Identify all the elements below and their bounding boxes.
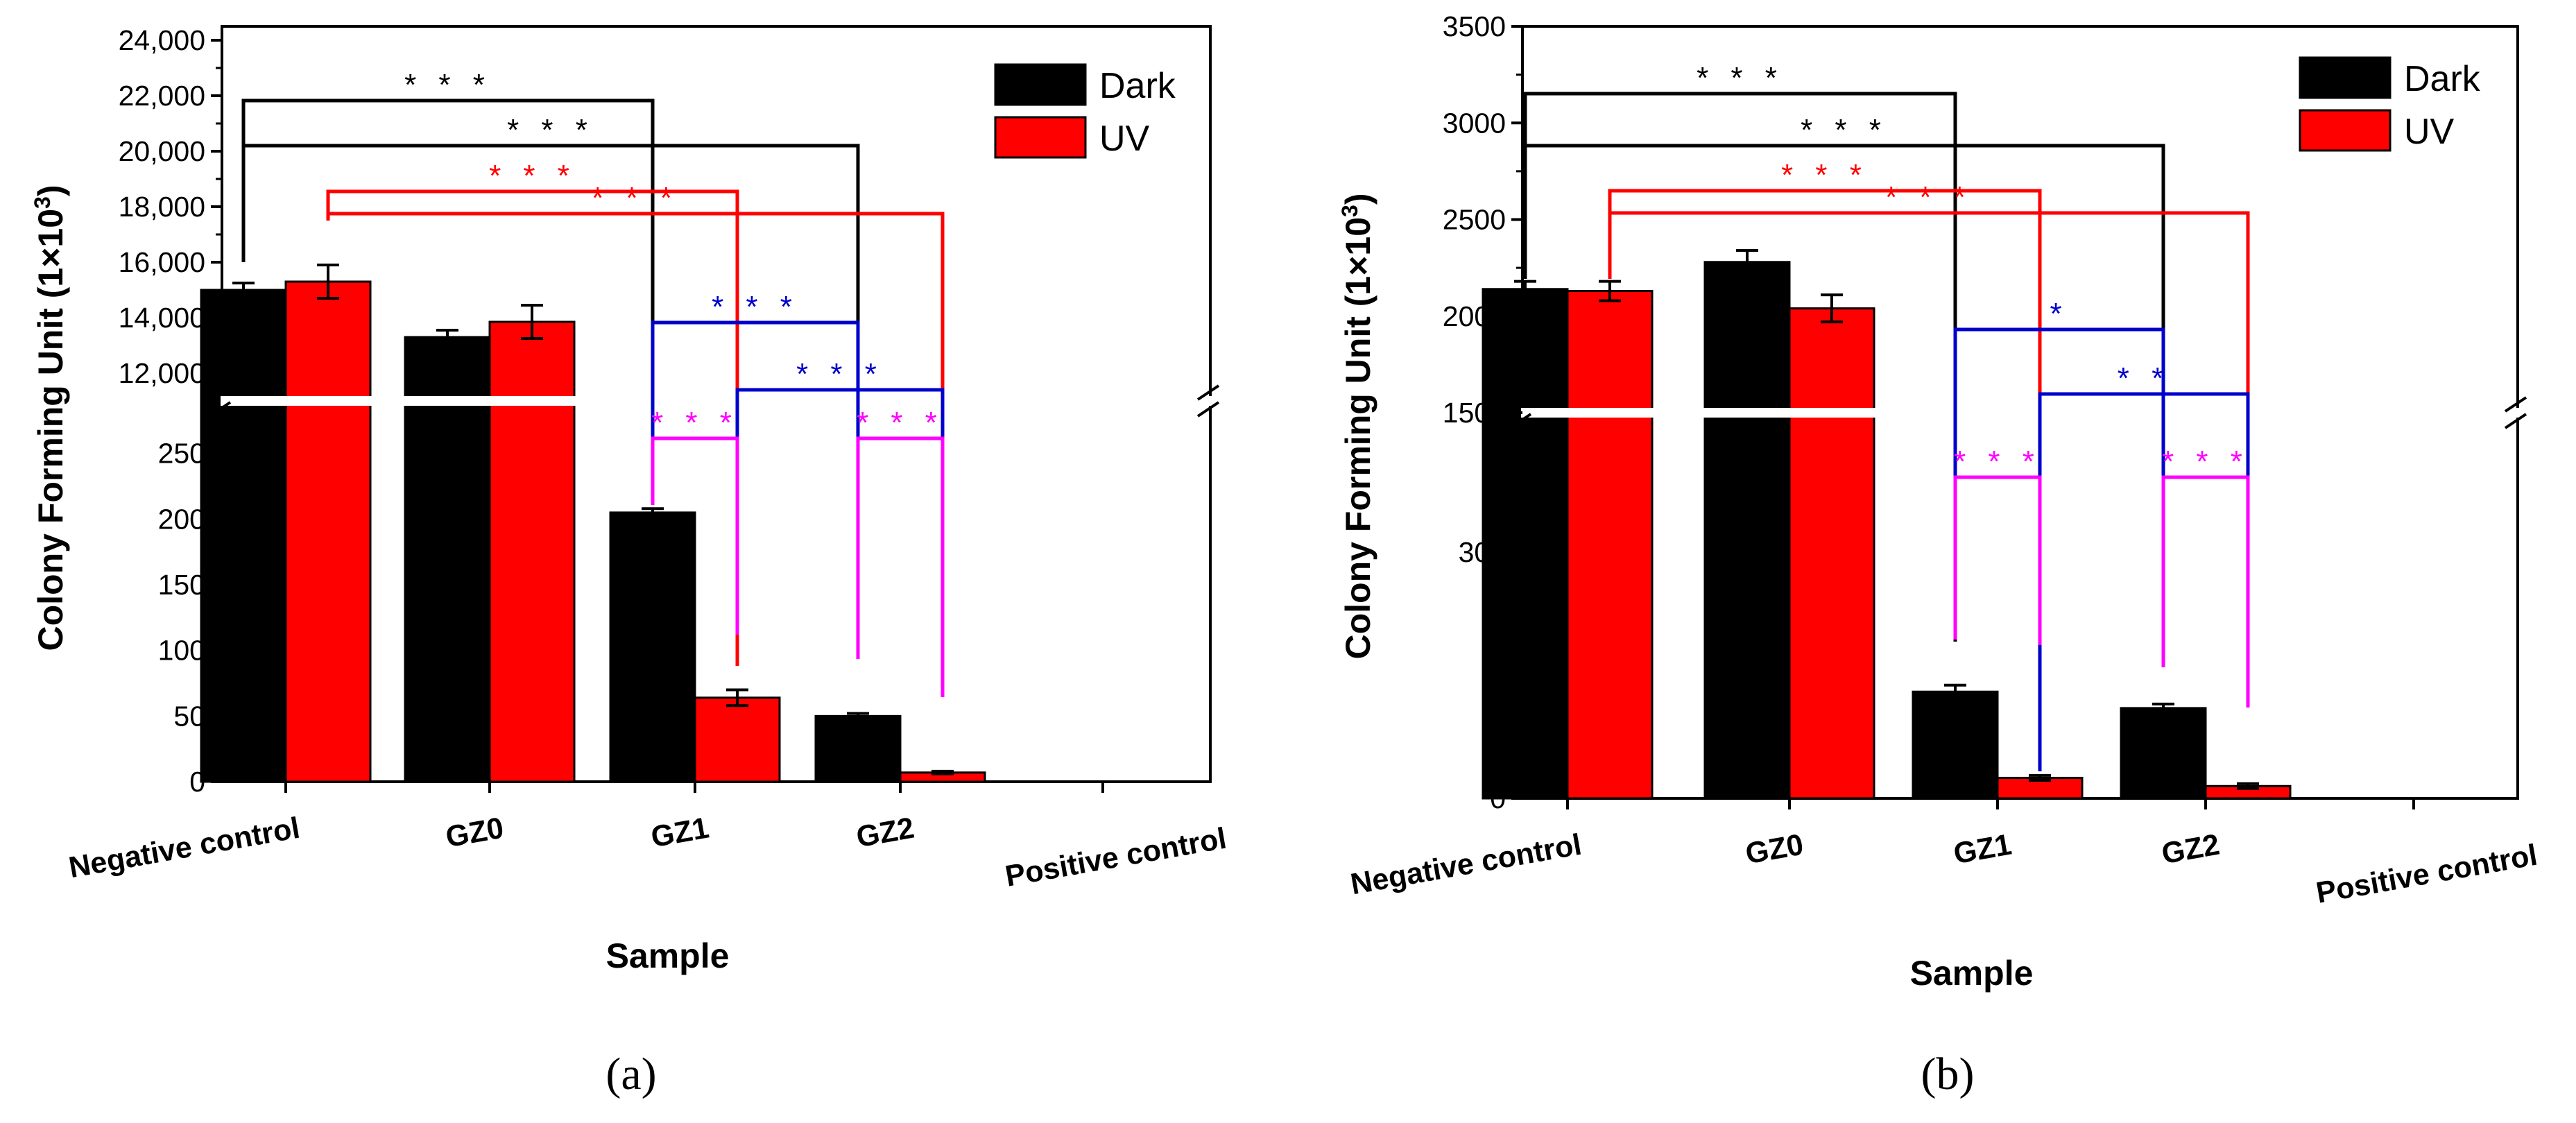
y-tick-label: 150: [158, 569, 205, 601]
y-tick-label: 18,000: [119, 191, 205, 223]
axis-break-mark: [1509, 396, 1532, 413]
y-tick-label: 20,000: [119, 135, 205, 167]
legend-swatch-uv: [994, 116, 1087, 159]
y-axis-title-main: Colony Forming Unit (1×10: [31, 209, 70, 651]
legend-swatch-dark: [994, 63, 1087, 106]
bar-dark-1: [1703, 261, 1791, 800]
bar-dark-2: [609, 511, 696, 783]
significance-label: * * *: [857, 406, 944, 440]
axis-break-mark: [1509, 413, 1532, 429]
chart-panel-a: 0 50 100 150 200 250 12,000 14,000 16,000 18,000 2…: [30, 24, 1229, 1099]
y-tick-label: 3000: [1443, 107, 1506, 139]
bar-dark-0: [1482, 288, 1569, 800]
panel-label: (b): [1921, 1049, 1975, 1099]
y-tick-label: 2500: [1443, 204, 1506, 236]
y-tick-label: 24,000: [119, 24, 205, 56]
bar-uv-1: [488, 320, 576, 783]
axis-break-gap: [221, 396, 1212, 406]
legend-label-uv: UV: [1099, 119, 1150, 159]
significance-label: * * *: [796, 357, 884, 391]
y-axis-title-superscript: 3: [30, 196, 55, 209]
axis-break-gap: [1521, 408, 2519, 418]
y-tick-label: 50: [173, 700, 205, 732]
significance-label: * * *: [1801, 113, 1888, 147]
y-axis-title-close: ): [31, 185, 70, 196]
significance-label: * * *: [489, 159, 576, 193]
x-tick-label: GZ1: [1951, 828, 2014, 871]
significance-bracket: [1953, 475, 2042, 645]
x-axis-title: Sample: [606, 936, 730, 975]
bar-uv-2: [694, 696, 781, 783]
y-tick-label: 1500: [1443, 397, 1506, 429]
x-tick-label: Positive control: [2314, 839, 2540, 910]
significance-label: * * *: [1885, 180, 1973, 214]
bar-dark-3: [2120, 707, 2207, 800]
significance-label: * * *: [651, 406, 739, 440]
y-tick-label: 100: [158, 635, 205, 667]
x-tick-label: GZ0: [1743, 828, 1806, 871]
significance-label: * * *: [507, 113, 594, 147]
bar-uv-0: [284, 280, 372, 783]
y-tick-label: 0: [1490, 782, 1506, 814]
x-tick-label: GZ2: [854, 812, 917, 855]
panel-label: (a): [606, 1049, 656, 1099]
x-tick-label: GZ0: [443, 812, 506, 855]
y-tick-label: 0: [189, 766, 205, 798]
bar-uv-1: [1788, 307, 1875, 800]
axis-break-mark: [2504, 396, 2527, 413]
axis-break-mark: [208, 401, 232, 418]
significance-bracket: [651, 436, 739, 635]
significance-label: * * *: [1954, 445, 2041, 479]
significance-bracket: [2161, 475, 2250, 708]
axis-break-mark: [2504, 413, 2527, 429]
y-axis-title: Colony Forming Unit (1×103): [30, 185, 70, 651]
significance-label: * * *: [712, 290, 799, 324]
significance-label: * * *: [592, 181, 679, 215]
legend-swatch-uv: [2299, 109, 2392, 152]
y-tick-label: 22,000: [119, 80, 205, 112]
y-tick-label: 14,000: [119, 302, 205, 334]
y-tick-label: 3500: [1443, 10, 1506, 42]
y-tick-label: 300: [1459, 536, 1506, 568]
axis-break-mark: [1196, 401, 1220, 418]
x-axis-title: Sample: [1910, 954, 2034, 993]
legend-label-dark: Dark: [1099, 66, 1176, 106]
y-tick-label: 16,000: [119, 246, 205, 278]
y-tick-label: 12,000: [119, 357, 205, 389]
axis-break-mark: [208, 384, 232, 401]
bar-dark-2: [1912, 690, 1999, 800]
x-tick-label: Negative control: [1348, 828, 1584, 902]
legend-swatch-dark: [2299, 56, 2392, 99]
significance-label: * * *: [1697, 61, 1784, 95]
significance-bracket: [856, 436, 945, 697]
x-tick-label: Negative control: [67, 812, 302, 885]
legend-label-uv: UV: [2404, 112, 2455, 152]
bar-dark-3: [814, 714, 902, 783]
significance-label: * * *: [2162, 445, 2249, 479]
y-axis-title-main: Colony Forming Unit (1×10: [1339, 217, 1377, 660]
legend-label-dark: Dark: [2404, 59, 2481, 99]
significance-bracket: [651, 320, 860, 505]
y-tick-label: 200: [158, 503, 205, 535]
chart-panel-b: 0 300 1500 2000 2500 3000 3500 Negative control…: [1337, 10, 2540, 1099]
x-tick-label: Positive control: [1003, 822, 1229, 893]
x-tick-label: GZ1: [649, 812, 712, 855]
y-tick-label: 250: [158, 438, 205, 470]
x-tick-label: GZ2: [2159, 828, 2222, 871]
significance-label: * * *: [404, 68, 492, 102]
significance-label: * * *: [1781, 158, 1869, 192]
bar-uv-0: [1566, 290, 1654, 800]
y-axis-title-superscript: 3: [1337, 205, 1362, 217]
bar-dark-1: [404, 336, 491, 783]
axis-break-mark: [1196, 384, 1220, 401]
y-axis-title-close: ): [1339, 193, 1377, 205]
significance-label: * *: [2118, 361, 2170, 395]
bar-dark-0: [200, 289, 287, 783]
significance-label: *: [2050, 297, 2068, 331]
y-tick-label: 2000: [1443, 300, 1506, 332]
y-axis-title: Colony Forming Unit (1×103): [1337, 193, 1377, 659]
